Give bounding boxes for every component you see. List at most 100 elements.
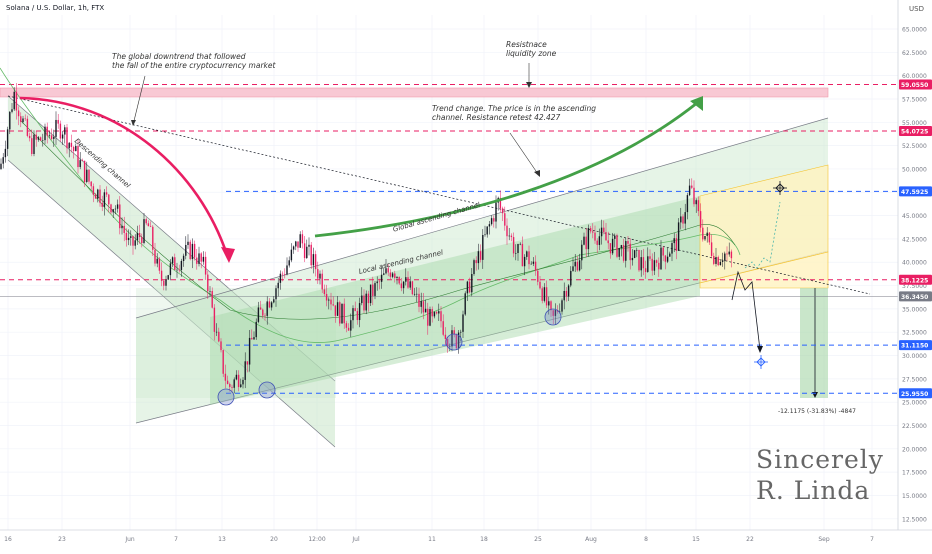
price-marker-badge (899, 388, 932, 399)
candle-body (68, 142, 70, 149)
price-candles (0, 82, 733, 394)
callout-arrow-1 (131, 120, 136, 126)
price-marker-label: 47.5925 (901, 189, 928, 196)
candle-body (301, 234, 304, 244)
candle-body (521, 243, 524, 267)
candle-body (325, 294, 328, 301)
candle-body (407, 277, 409, 288)
candle-body (299, 234, 301, 248)
candle-body (684, 212, 686, 224)
candle-body (526, 251, 528, 257)
candle-body (719, 261, 722, 266)
candle-body (33, 134, 35, 154)
candle-body (83, 160, 86, 183)
x-tick-label: 8 (644, 536, 648, 543)
downtrend-arrow (19, 96, 230, 259)
candle-body (422, 301, 425, 313)
candle-body (708, 232, 711, 243)
candle-body (136, 233, 139, 241)
dotted-trendline (7, 95, 871, 295)
support-circle-4 (544, 308, 562, 326)
x-tick-label: 13 (218, 536, 226, 543)
candle-body (176, 269, 178, 271)
candle-body (336, 302, 339, 316)
candle-body (149, 226, 152, 227)
y-tick-label: 30.0000 (902, 353, 927, 360)
candle-body (121, 225, 123, 229)
candle-body (66, 127, 68, 149)
candle-body (244, 361, 246, 380)
candle-body (669, 253, 671, 257)
candle-body (233, 379, 235, 388)
candle-body (528, 251, 530, 265)
candle-body (717, 257, 719, 266)
price-marker-label: 59.0550 (901, 82, 928, 89)
candle-body (270, 302, 273, 308)
candle-body (50, 135, 53, 139)
candle-body (152, 226, 154, 250)
x-tick-label: 16 (4, 536, 12, 543)
candle-body (268, 301, 271, 308)
candle-body (90, 181, 92, 187)
candle-body (550, 301, 552, 311)
candle-body (2, 157, 4, 164)
candle-body (534, 261, 537, 271)
candle-body (264, 315, 266, 317)
price-levels (0, 83, 898, 394)
support-circle-2 (258, 381, 276, 399)
candle-body (363, 295, 365, 311)
range-box (136, 288, 336, 398)
candle-body (675, 238, 678, 251)
candle-body (193, 243, 196, 258)
candle-body (565, 290, 568, 297)
candle-body (519, 243, 521, 245)
callout-line-1 (132, 75, 146, 126)
candle-body (308, 244, 310, 247)
candle-body (354, 308, 356, 312)
candle-body (147, 223, 150, 227)
candle-body (666, 256, 669, 262)
candle-body (55, 119, 57, 137)
candle-body (596, 240, 598, 245)
measure-box (800, 288, 828, 398)
annotation-resistance: Resistnace liquidity zone (506, 40, 557, 58)
y-tick-label: 60.0000 (902, 73, 927, 80)
y-axis: 65.0000 62.5000 60.0000 57.5000 55.0000 52.50… (902, 26, 927, 523)
candle-body (20, 116, 22, 122)
candle-body (222, 350, 224, 374)
candle-body (330, 299, 332, 305)
candle-body (387, 268, 389, 273)
candle-body (545, 287, 548, 306)
candle-body (649, 256, 651, 259)
candle-body (350, 320, 352, 331)
candle-body (202, 256, 205, 262)
candle-body (460, 331, 462, 333)
candle-body (728, 251, 730, 255)
candle-body (539, 281, 541, 289)
y-tick-label: 35.0000 (902, 306, 927, 313)
candle-body (11, 109, 13, 112)
candle-body (677, 222, 680, 251)
candle-body (629, 243, 631, 261)
candle-body (418, 293, 420, 307)
candle-body (44, 126, 46, 141)
candle-body (231, 386, 233, 388)
price-marker-label: 25.9550 (901, 391, 928, 398)
candle-body (512, 237, 515, 254)
y-tick-label: 12.5000 (902, 516, 927, 523)
candle-body (255, 321, 257, 338)
candle-body (647, 256, 649, 272)
candle-body (191, 243, 194, 260)
y-tick-label: 50.0000 (902, 166, 927, 173)
candle-body (79, 160, 81, 168)
y-tick-label: 57.5000 (902, 96, 927, 103)
candle-body (88, 169, 90, 182)
forecast-down-arrow-head (757, 346, 763, 353)
candle-body (53, 136, 55, 139)
candle-body (699, 211, 702, 228)
candle-body (343, 303, 345, 324)
candle-body (259, 307, 262, 310)
candle-body (607, 240, 609, 244)
candle-body (46, 126, 48, 136)
candle-body (611, 238, 614, 254)
